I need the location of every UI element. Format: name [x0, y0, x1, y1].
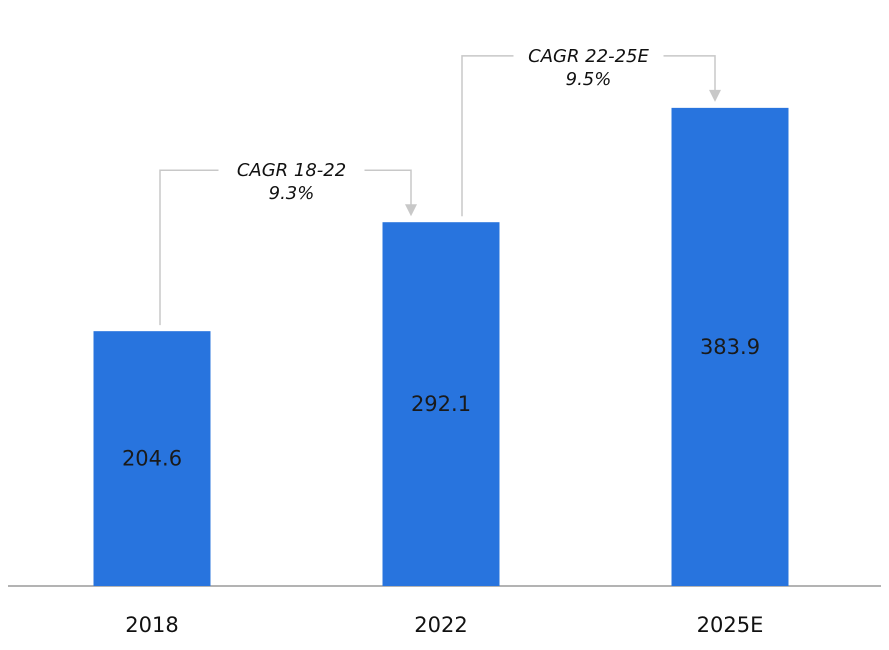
cagr-bracket-right	[364, 169, 412, 207]
cagr-bracket-left	[159, 169, 219, 326]
arrow-down-icon	[405, 204, 417, 217]
x-tick-label: 2018	[125, 613, 178, 637]
bar-2018	[93, 331, 211, 586]
cagr-bracket-right	[663, 55, 716, 92]
x-tick-label: 2022	[414, 613, 467, 637]
cagr-label: CAGR 22-25E	[528, 46, 649, 67]
bar-value-label: 204.6	[122, 447, 182, 471]
cagr-value: 9.5%	[566, 69, 612, 90]
arrow-down-icon	[709, 89, 721, 102]
bar-value-label: 383.9	[700, 335, 760, 359]
bar-value-label: 292.1	[411, 392, 471, 416]
bar-2025E	[671, 107, 789, 587]
cagr-bracket-left	[461, 55, 514, 217]
x-tick-label: 2025E	[697, 613, 764, 637]
bar-2022	[382, 222, 500, 586]
cagr-value: 9.3%	[269, 183, 315, 204]
cagr-label: CAGR 18-22	[237, 160, 346, 181]
